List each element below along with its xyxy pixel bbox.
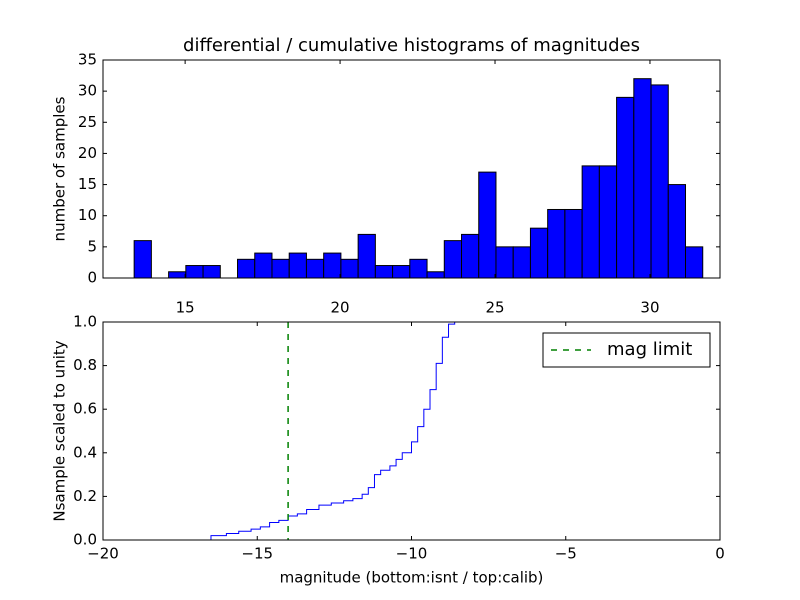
- bar: [271, 258, 290, 278]
- y-tick-label: 5: [87, 237, 97, 255]
- step-line: [103, 322, 720, 540]
- bar: [650, 84, 669, 278]
- bar: [237, 258, 256, 278]
- x-tick-label: 25: [485, 299, 504, 317]
- y-tick-label: 10: [78, 206, 97, 224]
- x-tick-label: −10: [396, 545, 428, 563]
- bar: [685, 246, 704, 278]
- bar: [254, 252, 273, 278]
- bar: [581, 165, 600, 278]
- y-tick-label: 0.2: [73, 487, 97, 505]
- bar: [185, 265, 204, 278]
- y-tick-label: 0.8: [73, 356, 97, 374]
- x-tick-label: 15: [176, 299, 195, 317]
- bar: [392, 265, 411, 278]
- y-tick-label: 1.0: [73, 313, 97, 331]
- chart-title: differential / cumulative histograms of …: [183, 35, 640, 56]
- bar: [478, 171, 497, 278]
- x-tick-label: 30: [640, 299, 659, 317]
- y-tick-label: 15: [78, 175, 97, 193]
- bar: [426, 271, 445, 278]
- y-tick-label: 0.0: [73, 531, 97, 549]
- x-tick-label: −20: [87, 545, 119, 563]
- bar: [357, 233, 376, 278]
- bar: [495, 246, 514, 278]
- bar: [598, 165, 618, 278]
- bar: [512, 246, 531, 278]
- y-tick-label: 0: [87, 269, 97, 287]
- bar: [305, 258, 325, 278]
- y-tick-label: 0.4: [73, 443, 97, 461]
- y-axis-label: number of samples: [51, 96, 69, 241]
- x-tick-label: 20: [331, 299, 350, 317]
- bar: [443, 240, 463, 278]
- legend-label: mag limit: [607, 339, 692, 360]
- bar: [340, 258, 359, 278]
- y-tick-label: 25: [78, 113, 97, 131]
- bar: [374, 265, 394, 278]
- bar: [667, 184, 687, 278]
- x-tick-label: −15: [241, 545, 273, 563]
- bar: [564, 208, 583, 278]
- axes-frame: [102, 59, 721, 279]
- x-axis-label: magnitude (bottom:isnt / top:calib): [280, 569, 544, 587]
- y-tick-label: 0.6: [73, 400, 97, 418]
- legend-box: [542, 332, 711, 368]
- plot-area: [103, 322, 720, 540]
- bar: [168, 271, 187, 278]
- x-tick-label: −5: [555, 545, 577, 563]
- bar: [529, 227, 549, 278]
- plot-area: [133, 78, 704, 278]
- bar: [323, 252, 342, 278]
- bar: [616, 96, 635, 278]
- y-tick-label: 30: [78, 82, 97, 100]
- bar: [633, 78, 652, 278]
- y-tick-label: 35: [78, 51, 97, 69]
- bar: [461, 233, 480, 278]
- x-tick-label: 0: [715, 545, 725, 563]
- y-tick-label: 20: [78, 144, 97, 162]
- bar: [288, 252, 307, 278]
- bar: [547, 208, 566, 278]
- y-axis-label: Nsample scaled to unity: [51, 340, 69, 521]
- bar: [202, 265, 221, 278]
- bar: [133, 240, 152, 278]
- bar: [409, 258, 428, 278]
